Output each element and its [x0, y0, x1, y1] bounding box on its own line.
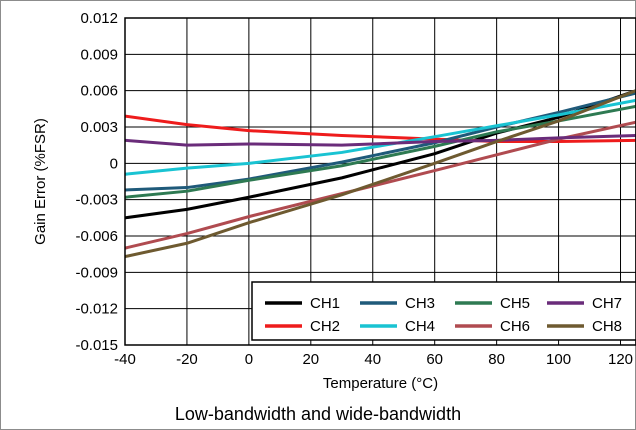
series-line-ch8: [124, 89, 636, 259]
legend-label-ch8: CH8: [592, 318, 622, 335]
series-lines: [124, 89, 636, 259]
y-tick-label: -0.015: [75, 337, 118, 354]
legend-label-ch3: CH3: [405, 295, 435, 312]
x-tick-label: 100: [546, 351, 571, 368]
plot-border: [124, 17, 636, 346]
legend-label-ch4: CH4: [405, 318, 435, 335]
x-tick-label: 0: [245, 351, 253, 368]
legend-label-ch5: CH5: [500, 295, 530, 312]
y-tick-label: -0.012: [75, 301, 118, 318]
x-tick-label: 40: [364, 351, 381, 368]
x-axis-label: Temperature (°C): [323, 375, 438, 392]
series-line-ch5: [124, 104, 636, 199]
y-tick-label: 0: [110, 155, 118, 172]
y-axis-label: Gain Error (%FSR): [32, 118, 49, 245]
y-tick-label: 0.006: [80, 83, 118, 100]
series-line-ch1: [124, 89, 636, 220]
series-line-ch7: [124, 133, 636, 147]
x-tick-label: 20: [302, 351, 319, 368]
legend: CH1 CH3 CH5 CH7 CH2 CH4 CH6 CH8: [251, 281, 636, 341]
legend-label-ch7: CH7: [592, 295, 622, 312]
y-tick-label: -0.009: [75, 264, 118, 281]
x-tick-label: -40: [114, 351, 136, 368]
y-tick-label: 0.012: [80, 10, 118, 27]
series-line-ch6: [124, 120, 636, 250]
legend-label-ch6: CH6: [500, 318, 530, 335]
chart-caption: Low-bandwidth and wide-bandwidth: [175, 404, 461, 424]
series-line-ch3: [124, 91, 636, 192]
x-tick-label: 80: [488, 351, 505, 368]
x-tick-label: -20: [176, 351, 198, 368]
x-tick-label: 120: [608, 351, 633, 368]
y-tick-label: 0.003: [80, 119, 118, 136]
legend-box: [251, 281, 636, 341]
y-tick-label: -0.006: [75, 228, 118, 245]
x-tick-labels: -40 -20 0 20 40 60 80 100 120: [114, 351, 633, 368]
legend-label-ch1: CH1: [310, 295, 340, 312]
y-tick-label: 0.009: [80, 46, 118, 63]
y-tick-labels: -0.015 -0.012 -0.009 -0.006 -0.003 0 0.003 0.00…: [75, 10, 118, 354]
y-tick-label: -0.003: [75, 192, 118, 209]
x-tick-label: 60: [426, 351, 443, 368]
legend-label-ch2: CH2: [310, 318, 340, 335]
